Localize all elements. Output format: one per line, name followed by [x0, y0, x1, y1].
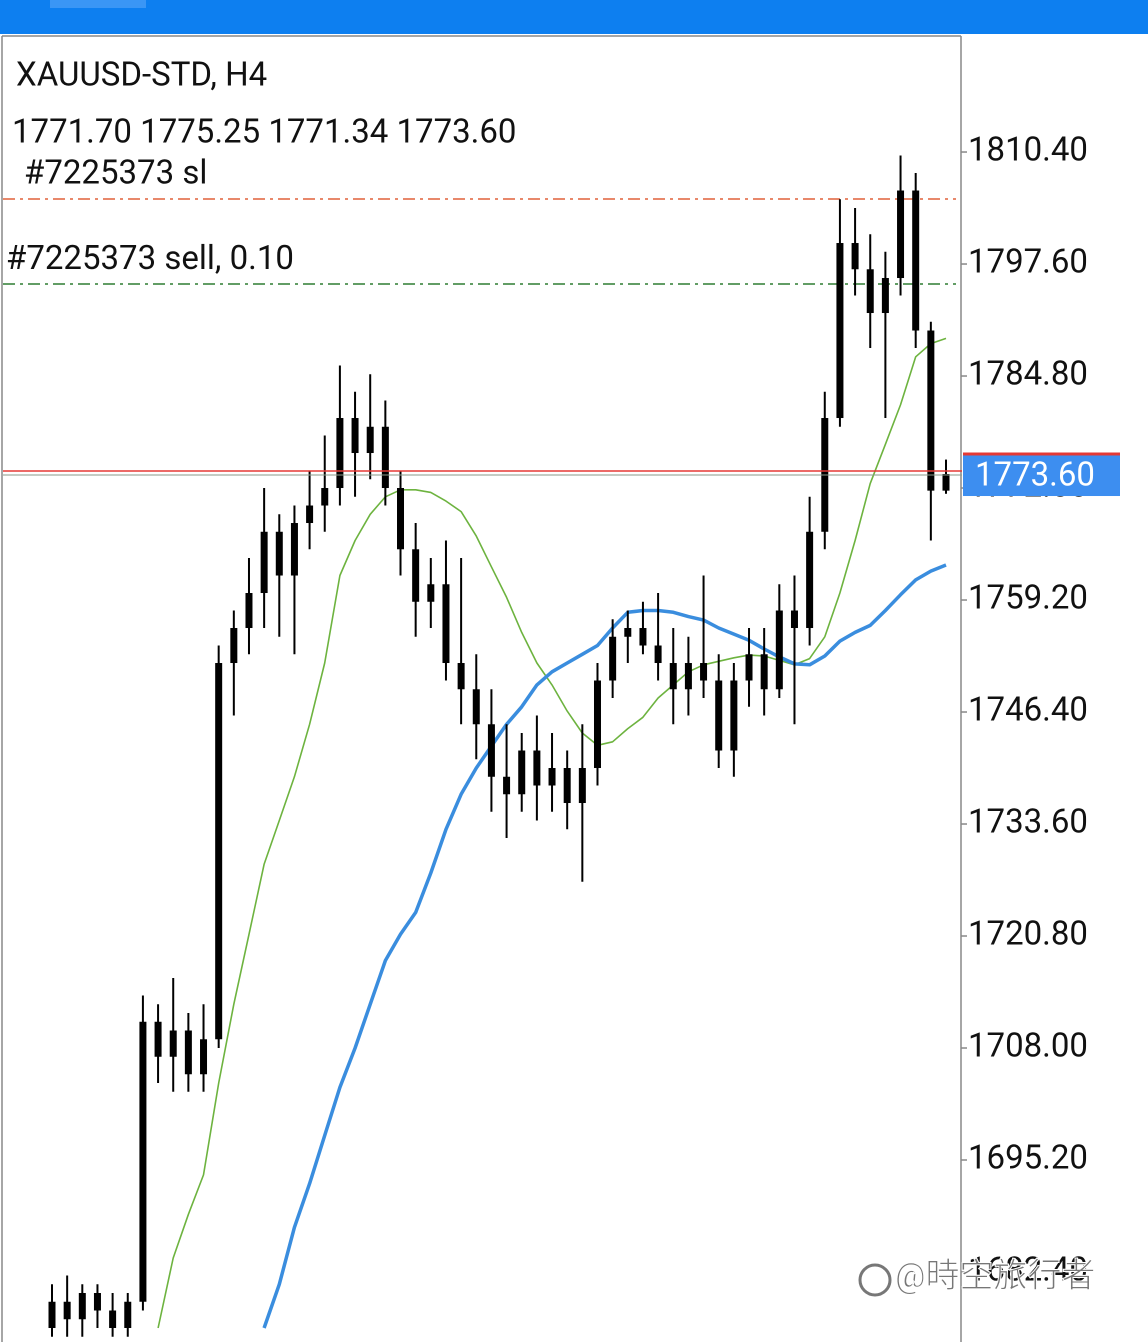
candle-body [836, 243, 844, 419]
candle-body [669, 663, 677, 690]
candle-body [457, 663, 465, 690]
candle-body [306, 505, 314, 524]
candle-body [109, 1310, 117, 1329]
candle-body [684, 663, 692, 690]
y-tick-label: 1720.80 [968, 915, 1088, 954]
candle-body [124, 1301, 132, 1329]
candle-body [472, 689, 480, 725]
candle-body [790, 610, 798, 629]
candle-body [503, 776, 511, 795]
candle-body [397, 488, 405, 550]
y-tick-label: 1759.20 [968, 579, 1088, 618]
candle-body [654, 645, 662, 664]
tab-indicator [50, 0, 146, 8]
candle-body [381, 426, 389, 489]
candle-body [351, 418, 359, 454]
y-tick-label: 1695.20 [968, 1139, 1088, 1178]
y-tick-label: 1733.60 [968, 803, 1088, 842]
candle-body [942, 474, 950, 491]
candle-body [518, 750, 526, 795]
candle-body [230, 628, 238, 664]
candle-body [730, 680, 738, 751]
candle-body [548, 768, 556, 786]
y-tick-label: 1784.80 [968, 355, 1088, 394]
candle-body [275, 531, 283, 576]
candle-body [881, 278, 889, 314]
candle-body [139, 1021, 147, 1302]
y-tick-label: 1810.40 [968, 131, 1088, 170]
plot [3, 155, 956, 1337]
candle-body [609, 636, 617, 681]
y-tick-label: 1746.40 [968, 691, 1088, 730]
candle-body [563, 768, 571, 804]
candle-body [775, 610, 783, 690]
ohlc-label: 1771.70 1775.25 1771.34 1773.60 [12, 113, 516, 152]
candle-body [63, 1301, 71, 1320]
candle-body [200, 1039, 208, 1075]
candle-body [806, 531, 814, 629]
order-label: #7225373 sl [24, 154, 207, 193]
candle-body [245, 593, 253, 629]
watermark-icon [858, 1263, 892, 1297]
candle-body [897, 190, 905, 279]
candle-body [260, 531, 268, 594]
candle-body [215, 663, 223, 1040]
moving-average [157, 337, 947, 1329]
candle-body [745, 654, 753, 681]
candle-body [927, 330, 935, 491]
candle-body [427, 584, 435, 602]
candle-body [412, 549, 420, 602]
candle-body [184, 1030, 192, 1075]
candle-body [715, 680, 723, 751]
candle-body [593, 680, 601, 769]
candle-body [336, 418, 344, 489]
candle-body [700, 663, 708, 681]
candle-body [533, 750, 541, 786]
top-bar [0, 0, 1148, 34]
candle-body [366, 426, 374, 454]
candle-body [578, 768, 586, 804]
candle-body [169, 1030, 177, 1057]
candle-body [290, 523, 298, 576]
chart-title: XAUUSD-STD, H4 [16, 56, 267, 95]
candle-body [321, 488, 329, 506]
y-tick-label: 1797.60 [968, 243, 1088, 282]
moving-average [262, 563, 947, 1329]
candle-body [154, 1021, 162, 1057]
candle-body [760, 654, 768, 690]
candle-body [639, 628, 647, 646]
candle-body [866, 269, 874, 314]
candle-body [912, 190, 920, 331]
candle-body [487, 724, 495, 777]
order-label: #7225373 sell, 0.10 [6, 239, 294, 278]
last-price-box [963, 454, 1120, 497]
candle-body [624, 628, 632, 637]
last-price-label: 1773.60 [975, 456, 1095, 495]
candle-body [851, 243, 859, 270]
y-tick-label: 1682.40 [968, 1251, 1088, 1290]
candle-body [93, 1293, 101, 1311]
candle-body [48, 1301, 56, 1329]
watermark: @時空旅行者 [895, 1256, 1096, 1296]
y-tick-label: 1708.00 [968, 1027, 1088, 1066]
candle-body [78, 1293, 86, 1320]
candle-body [442, 584, 450, 664]
